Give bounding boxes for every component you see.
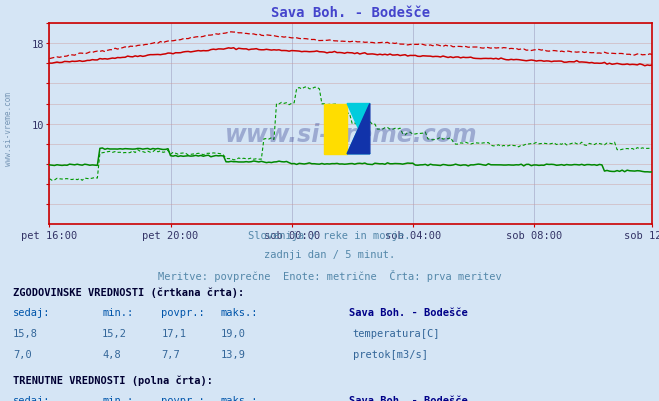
Text: 13,9: 13,9 xyxy=(221,349,246,359)
Text: Meritve: povprečne  Enote: metrične  Črta: prva meritev: Meritve: povprečne Enote: metrične Črta:… xyxy=(158,269,501,281)
Text: www.si-vreme.com: www.si-vreme.com xyxy=(4,91,13,165)
Text: 17,1: 17,1 xyxy=(161,328,186,338)
Text: povpr.:: povpr.: xyxy=(161,395,205,401)
Text: 7,0: 7,0 xyxy=(13,349,32,359)
Text: ZGODOVINSKE VREDNOSTI (črtkana črta):: ZGODOVINSKE VREDNOSTI (črtkana črta): xyxy=(13,287,244,297)
Polygon shape xyxy=(347,104,370,154)
Bar xyxy=(324,104,347,154)
Text: 4,8: 4,8 xyxy=(102,349,121,359)
Text: Sava Boh. - Bodešče: Sava Boh. - Bodešče xyxy=(349,395,468,401)
Text: Sava Boh. - Bodešče: Sava Boh. - Bodešče xyxy=(349,308,468,318)
Title: Sava Boh. - Bodešče: Sava Boh. - Bodešče xyxy=(272,6,430,20)
Text: Slovenija / reke in morje.: Slovenija / reke in morje. xyxy=(248,231,411,241)
Polygon shape xyxy=(347,104,370,154)
Text: 19,0: 19,0 xyxy=(221,328,246,338)
Text: 15,8: 15,8 xyxy=(13,328,38,338)
Text: min.:: min.: xyxy=(102,308,133,318)
Text: TRENUTNE VREDNOSTI (polna črta):: TRENUTNE VREDNOSTI (polna črta): xyxy=(13,374,213,385)
Text: temperatura[C]: temperatura[C] xyxy=(353,328,440,338)
Text: pretok[m3/s]: pretok[m3/s] xyxy=(353,349,428,359)
Text: sedaj:: sedaj: xyxy=(13,308,51,318)
Text: 15,2: 15,2 xyxy=(102,328,127,338)
Text: www.si-vreme.com: www.si-vreme.com xyxy=(225,122,477,146)
Text: zadnji dan / 5 minut.: zadnji dan / 5 minut. xyxy=(264,250,395,260)
Text: maks.:: maks.: xyxy=(221,308,258,318)
Text: sedaj:: sedaj: xyxy=(13,395,51,401)
Text: maks.:: maks.: xyxy=(221,395,258,401)
Text: min.:: min.: xyxy=(102,395,133,401)
Text: povpr.:: povpr.: xyxy=(161,308,205,318)
Text: 7,7: 7,7 xyxy=(161,349,180,359)
